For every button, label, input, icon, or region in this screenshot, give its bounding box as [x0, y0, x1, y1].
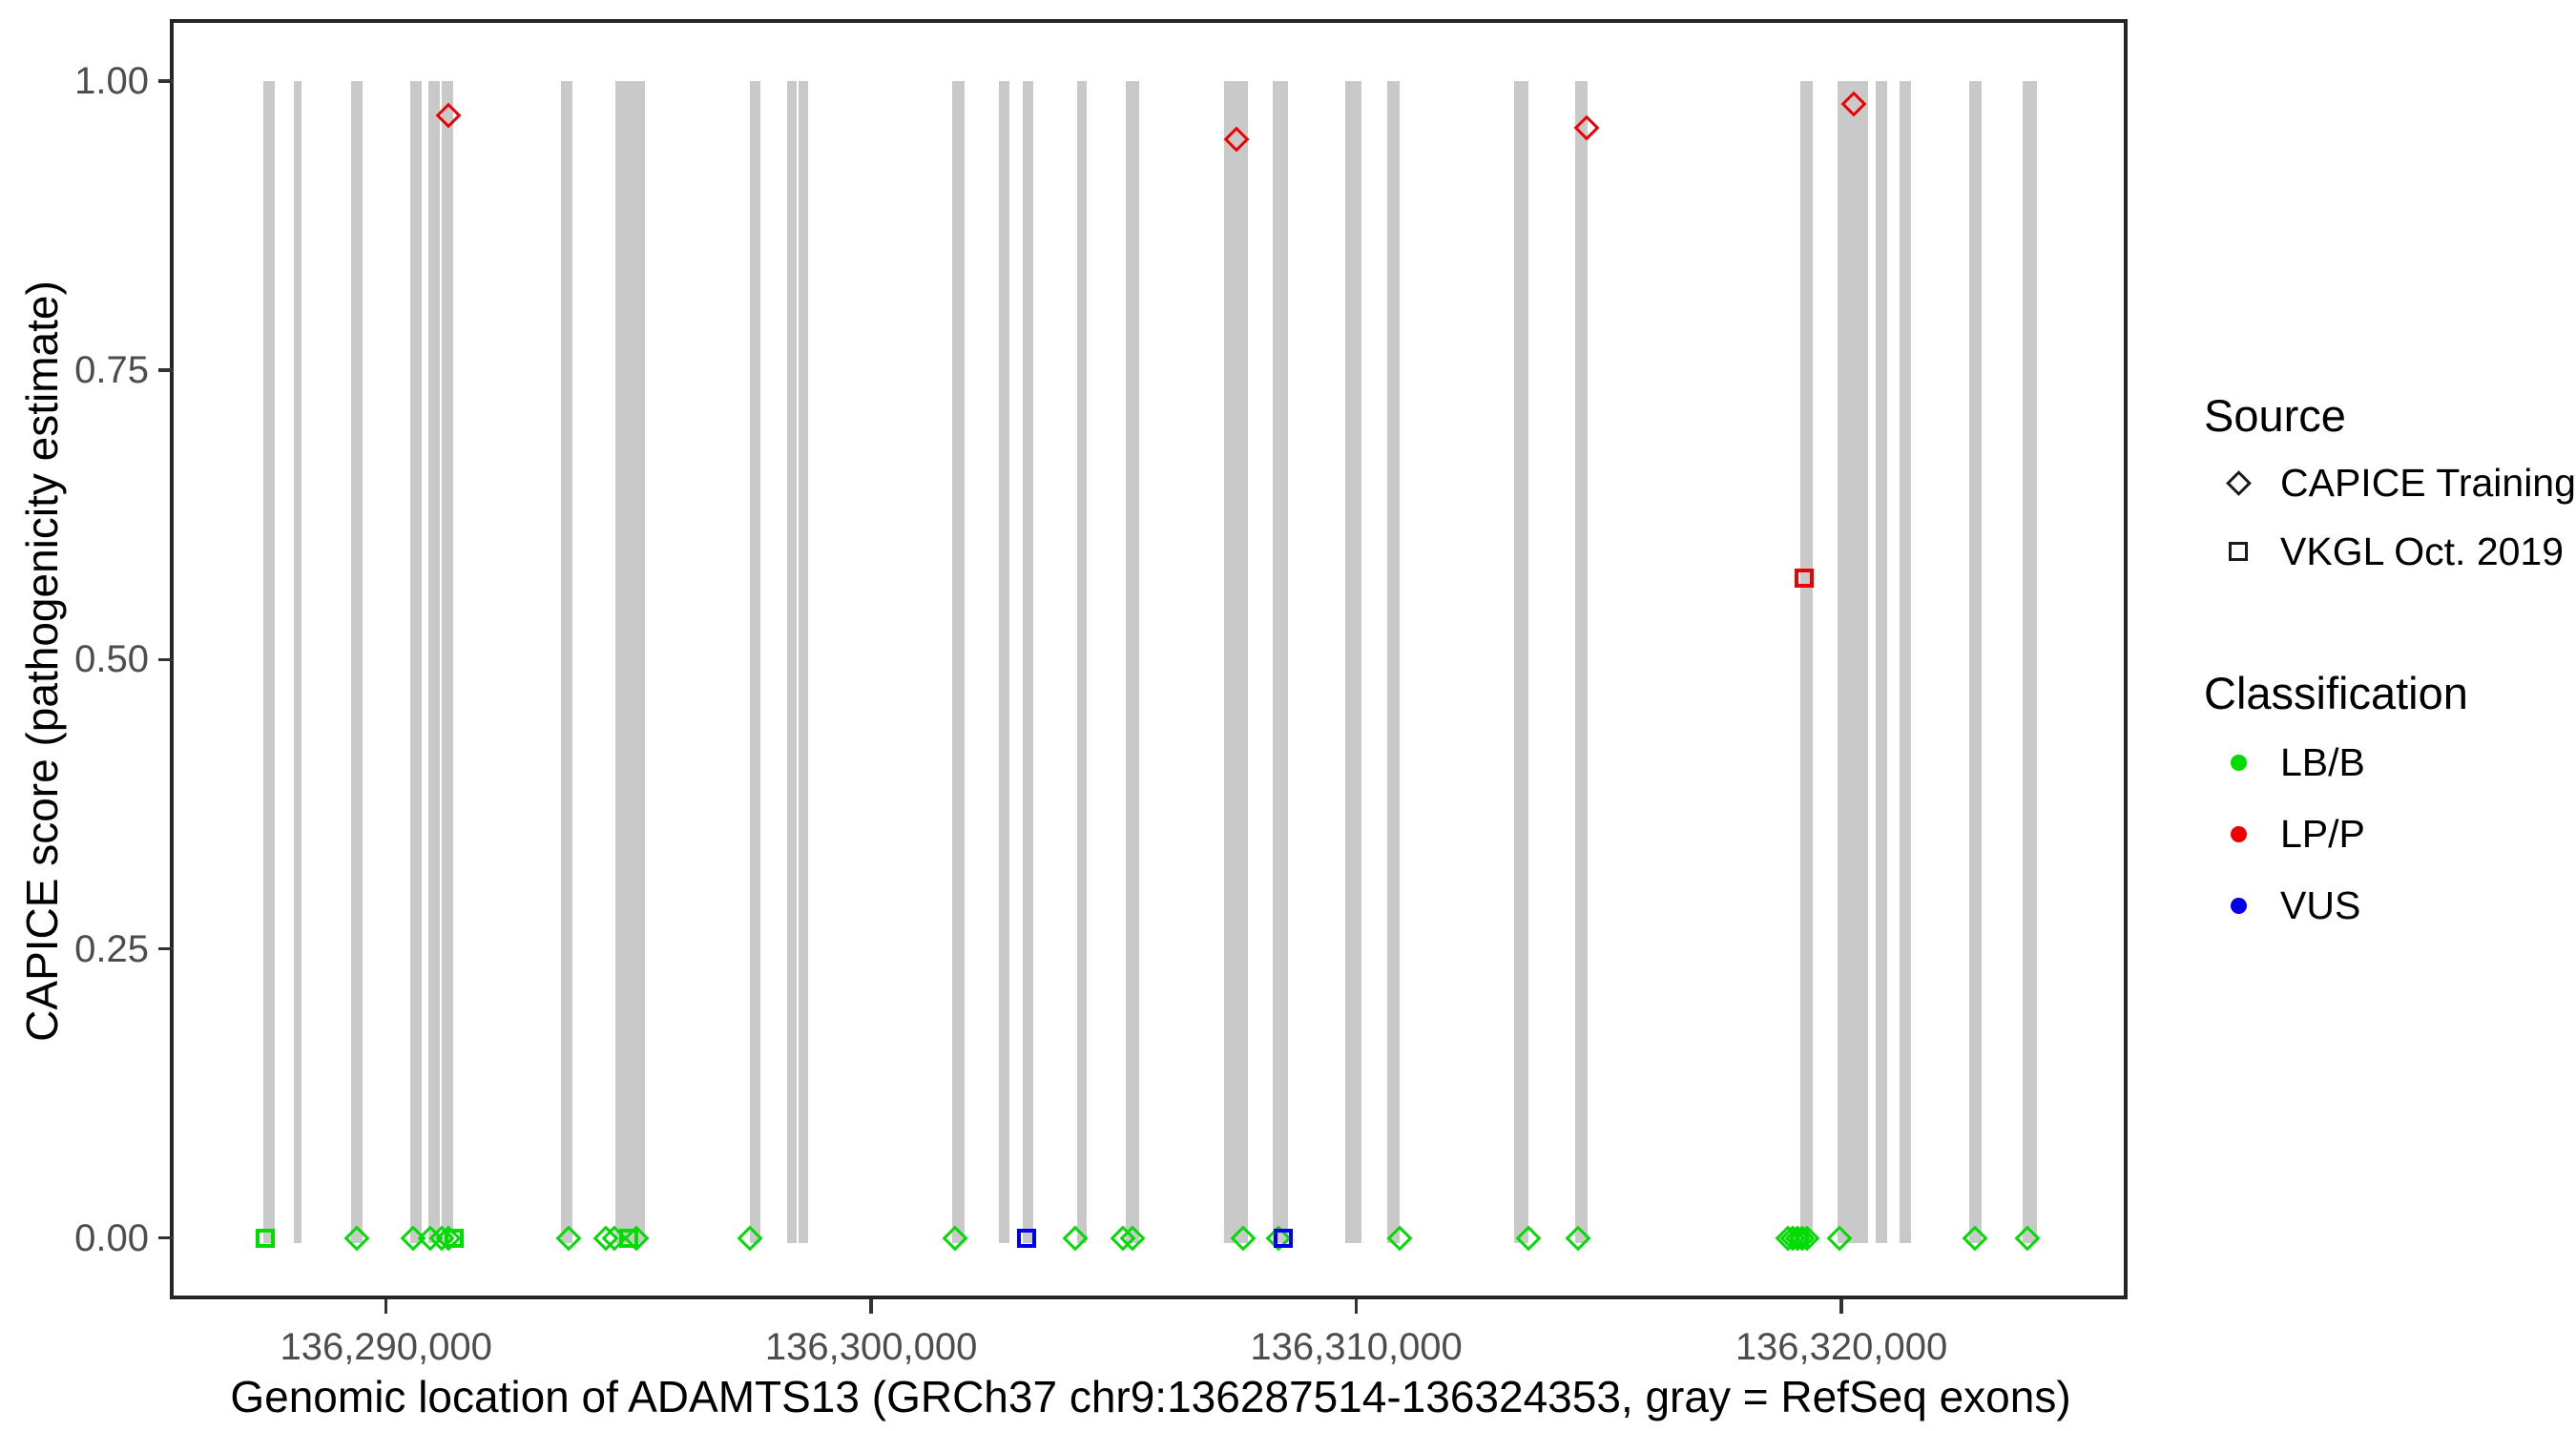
x-tick-label: 136,310,000	[1250, 1326, 1463, 1368]
y-tick-mark	[158, 657, 174, 662]
exon-bar	[1345, 81, 1361, 1243]
y-tick-label: 0.50	[74, 638, 149, 681]
exon-bar	[998, 81, 1010, 1243]
x-tick-mark	[1839, 1299, 1843, 1314]
exon-bar	[409, 81, 422, 1243]
exon-bar	[1076, 81, 1087, 1243]
exon-bar	[1837, 81, 1868, 1243]
legend-item-lpp: LP/P	[2204, 807, 2365, 861]
exon-bar	[1876, 81, 1887, 1243]
exon-bar	[263, 81, 275, 1243]
legend-source-title: Source	[2204, 390, 2346, 441]
x-tick-label: 136,320,000	[1735, 1326, 1948, 1368]
exon-bar	[614, 81, 646, 1243]
legend-item-label: VUS	[2280, 882, 2361, 927]
legend-item-capice-training: CAPICE Training	[2204, 456, 2576, 509]
y-tick-label: 0.00	[74, 1216, 149, 1259]
legend-item-label: LB/B	[2280, 739, 2365, 784]
x-tick-mark	[869, 1299, 873, 1314]
x-tick-label: 136,290,000	[280, 1326, 492, 1368]
exon-bar	[952, 81, 966, 1243]
green-dot-icon	[2221, 754, 2255, 771]
data-point-square	[444, 1228, 464, 1248]
exon-bar	[2022, 81, 2037, 1243]
exon-bar	[560, 81, 573, 1243]
exon-bar	[1575, 81, 1589, 1243]
y-tick-mark	[158, 946, 174, 951]
data-point-square	[1790, 1228, 1810, 1248]
legend-item-lbb: LB/B	[2204, 736, 2365, 789]
exon-bar	[799, 81, 809, 1243]
blue-dot-icon	[2221, 897, 2255, 914]
x-tick-mark	[384, 1299, 388, 1314]
exon-bar	[1900, 81, 1911, 1243]
diamond-outline-icon	[2221, 469, 2255, 496]
legend-item-label: VKGL Oct. 2019	[2280, 529, 2565, 573]
exon-bar	[441, 81, 453, 1243]
data-point-square	[1273, 1228, 1293, 1248]
square-outline-icon	[2221, 542, 2255, 561]
x-axis-title: Genomic location of ADAMTS13 (GRCh37 chr…	[230, 1372, 2071, 1421]
data-point-square	[619, 1228, 639, 1248]
exon-bar	[1272, 81, 1288, 1243]
y-tick-label: 0.75	[74, 349, 149, 392]
plot-panel	[170, 19, 2128, 1299]
y-tick-mark	[158, 79, 174, 83]
legend-item-vus: VUS	[2204, 879, 2360, 932]
exon-bar	[1126, 81, 1139, 1243]
legend-classification-title: Classification	[2204, 668, 2468, 718]
y-tick-label: 1.00	[74, 60, 149, 102]
exon-bar	[293, 81, 301, 1243]
y-tick-mark	[158, 368, 174, 372]
y-tick-label: 0.25	[74, 927, 149, 970]
exon-bar	[1800, 81, 1814, 1243]
red-dot-icon	[2221, 825, 2255, 842]
legend-item-label: CAPICE Training	[2280, 460, 2576, 505]
legend-item-vkgl: VKGL Oct. 2019	[2204, 525, 2564, 578]
x-tick-label: 136,300,000	[764, 1326, 978, 1368]
exon-bar	[1223, 81, 1248, 1243]
legend-item-label: LP/P	[2280, 811, 2365, 856]
data-point-square	[1016, 1228, 1036, 1248]
exon-bar	[350, 81, 363, 1243]
y-tick-mark	[158, 1235, 174, 1240]
legend: Source CAPICE Training VKGL Oct. 2019 Cl…	[2204, 391, 2576, 944]
exon-bar	[1514, 81, 1528, 1243]
data-point-square	[255, 1228, 275, 1248]
exon-bar	[787, 81, 798, 1243]
exon-bar	[1022, 81, 1033, 1243]
exon-bar	[428, 81, 440, 1243]
exon-bar	[1968, 81, 1982, 1243]
data-point-square	[1795, 569, 1815, 589]
exon-bar	[1386, 81, 1400, 1243]
exon-bar	[749, 81, 761, 1243]
x-tick-mark	[1354, 1299, 1359, 1314]
